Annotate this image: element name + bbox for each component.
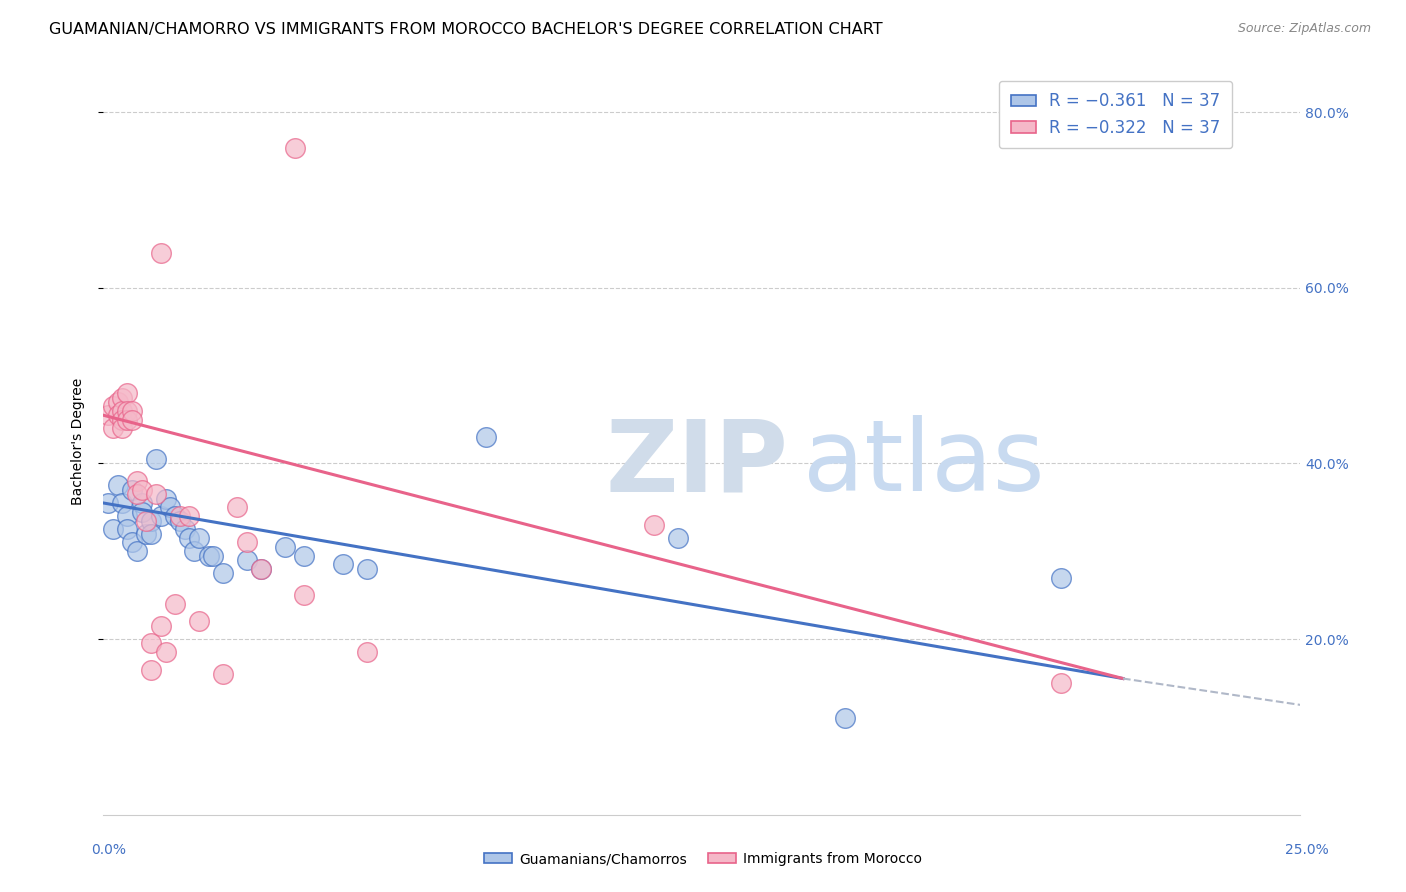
Point — [131, 483, 153, 497]
Point — [173, 522, 195, 536]
Point — [165, 509, 187, 524]
Point — [107, 478, 129, 492]
Point — [121, 404, 143, 418]
Point — [1049, 676, 1071, 690]
Point — [155, 491, 177, 506]
Point — [115, 509, 138, 524]
Point — [834, 711, 856, 725]
Point — [115, 412, 138, 426]
Text: atlas: atlas — [803, 416, 1045, 512]
Point — [292, 588, 315, 602]
Point — [125, 544, 148, 558]
Point — [356, 645, 378, 659]
Point — [197, 549, 219, 563]
Point — [115, 522, 138, 536]
Point — [131, 505, 153, 519]
Point — [135, 514, 157, 528]
Point — [159, 500, 181, 515]
Legend: Guamanians/Chamorros, Immigrants from Morocco: Guamanians/Chamorros, Immigrants from Mo… — [479, 847, 927, 871]
Point — [179, 531, 201, 545]
Point — [111, 412, 134, 426]
Point — [236, 535, 259, 549]
Point — [332, 558, 354, 572]
Point — [188, 615, 211, 629]
Text: GUAMANIAN/CHAMORRO VS IMMIGRANTS FROM MOROCCO BACHELOR'S DEGREE CORRELATION CHAR: GUAMANIAN/CHAMORRO VS IMMIGRANTS FROM MO… — [49, 22, 883, 37]
Point — [115, 404, 138, 418]
Point — [155, 645, 177, 659]
Point — [141, 636, 163, 650]
Point — [212, 667, 235, 681]
Point — [97, 408, 120, 422]
Text: Source: ZipAtlas.com: Source: ZipAtlas.com — [1237, 22, 1371, 36]
Point — [125, 474, 148, 488]
Point — [169, 509, 191, 524]
Point — [149, 245, 172, 260]
Point — [111, 391, 134, 405]
Point — [145, 487, 167, 501]
Point — [115, 386, 138, 401]
Point — [183, 544, 205, 558]
Point — [226, 500, 249, 515]
Point — [165, 597, 187, 611]
Y-axis label: Bachelor's Degree: Bachelor's Degree — [72, 378, 86, 505]
Text: ZIP: ZIP — [606, 416, 789, 512]
Point — [284, 140, 307, 154]
Point — [101, 522, 124, 536]
Point — [643, 517, 665, 532]
Point — [292, 549, 315, 563]
Point — [149, 619, 172, 633]
Point — [475, 430, 498, 444]
Point — [236, 553, 259, 567]
Point — [121, 535, 143, 549]
Point — [111, 404, 134, 418]
Point — [250, 562, 273, 576]
Point — [1049, 571, 1071, 585]
Point — [135, 526, 157, 541]
Point — [356, 562, 378, 576]
Point — [179, 509, 201, 524]
Point — [101, 400, 124, 414]
Point — [250, 562, 273, 576]
Text: 0.0%: 0.0% — [91, 843, 127, 857]
Point — [131, 496, 153, 510]
Point — [169, 514, 191, 528]
Point — [188, 531, 211, 545]
Point — [202, 549, 225, 563]
Point — [149, 509, 172, 524]
Point — [125, 487, 148, 501]
Point — [107, 395, 129, 409]
Point — [101, 421, 124, 435]
Point — [111, 496, 134, 510]
Point — [274, 540, 297, 554]
Point — [666, 531, 689, 545]
Point — [107, 408, 129, 422]
Point — [141, 526, 163, 541]
Point — [121, 483, 143, 497]
Legend: R = −0.361   N = 37, R = −0.322   N = 37: R = −0.361 N = 37, R = −0.322 N = 37 — [1000, 80, 1232, 148]
Point — [141, 514, 163, 528]
Point — [145, 452, 167, 467]
Point — [97, 496, 120, 510]
Point — [111, 421, 134, 435]
Point — [121, 412, 143, 426]
Text: 25.0%: 25.0% — [1285, 843, 1329, 857]
Point — [212, 566, 235, 581]
Point — [141, 663, 163, 677]
